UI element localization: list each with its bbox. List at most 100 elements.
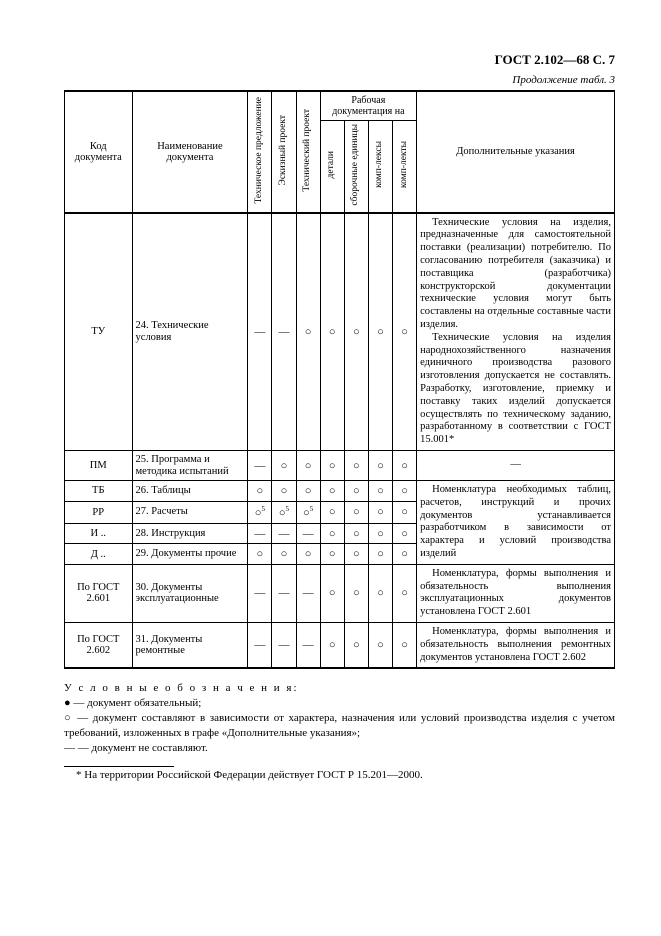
cell-name: 25. Программа и методика испытаний (132, 451, 248, 481)
cell-sym (368, 544, 392, 565)
cell-code: ТУ (65, 213, 133, 451)
cell-sym (344, 523, 368, 543)
cell-notes: Номенклатура, формы выполнения и обязате… (417, 564, 615, 622)
col-v7: комп-лекты (392, 121, 416, 213)
cell-sym (344, 501, 368, 523)
cell-sym (368, 213, 392, 451)
cell-sym (296, 481, 320, 501)
col-v4: детали (320, 121, 344, 213)
cell-sym (392, 623, 416, 669)
cell-sym (296, 544, 320, 565)
cell-sym (272, 481, 296, 501)
cell-sym (368, 623, 392, 669)
cell-sym (272, 544, 296, 565)
cell-sym (392, 213, 416, 451)
cell-sym (272, 451, 296, 481)
cell-sym (320, 213, 344, 451)
cell-code: По ГОСТ 2.602 (65, 623, 133, 669)
cell-notes-merged: Номенклатура необходимых таблиц, расчето… (417, 481, 615, 565)
cell-sym (344, 213, 368, 451)
cell-sym (344, 544, 368, 565)
cell-sym (272, 523, 296, 543)
cell-sym: 5 (296, 501, 320, 523)
cell-sym: 5 (272, 501, 296, 523)
cell-sym (368, 451, 392, 481)
cell-sym (248, 451, 272, 481)
legend-title: У с л о в н ы е о б о з н а ч е н и я: (64, 682, 299, 694)
cell-sym (344, 623, 368, 669)
cell-sym (392, 481, 416, 501)
col-v1: Техническое предложение (248, 91, 272, 213)
cell-sym (320, 544, 344, 565)
cell-name: 24. Технические условия (132, 213, 248, 451)
table-row: ТБ26. ТаблицыНоменклатура необходимых та… (65, 481, 615, 501)
cell-sym (248, 623, 272, 669)
cell-sym: 5 (248, 501, 272, 523)
cell-code: ТБ (65, 481, 133, 501)
cell-sym (320, 501, 344, 523)
cell-sym (272, 623, 296, 669)
footnote: * На территории Российской Федерации дей… (76, 769, 615, 781)
col-v6: комп-лексы (368, 121, 392, 213)
cell-sym (248, 564, 272, 622)
cell-sym (392, 501, 416, 523)
page-header: ГОСТ 2.102—68 С. 7 (64, 52, 615, 68)
col-group: Рабочая документация на (320, 91, 416, 121)
cell-sym (320, 623, 344, 669)
cell-code: Д .. (65, 544, 133, 565)
cell-notes: Номенклатура, формы выполнения и обязате… (417, 623, 615, 669)
table-row: По ГОСТ 2.60231. Документы ремонтные Номе… (65, 623, 615, 669)
legend-line-3: — — документ не составляют. (64, 742, 208, 754)
cell-sym (248, 523, 272, 543)
cell-code: ПМ (65, 451, 133, 481)
cell-sym (248, 544, 272, 565)
cell-notes: Технические условия на изделия, предназн… (417, 213, 615, 451)
footnote-rule (64, 766, 174, 767)
cell-name: 26. Таблицы (132, 481, 248, 501)
cell-sym (320, 523, 344, 543)
cell-sym (392, 523, 416, 543)
cell-sym (320, 451, 344, 481)
col-v2: Эскизный проект (272, 91, 296, 213)
col-name: Наименование документа (132, 91, 248, 213)
legend-line-1: ● — документ обязательный; (64, 697, 201, 709)
cell-notes: — (417, 451, 615, 481)
table-row: По ГОСТ 2.60130. Документы эксплуатацион… (65, 564, 615, 622)
cell-sym (392, 451, 416, 481)
cell-sym (320, 564, 344, 622)
cell-name: 28. Инструкция (132, 523, 248, 543)
cell-name: 29. Документы прочие (132, 544, 248, 565)
table-row: ТУ24. Технические условия Технические усл… (65, 213, 615, 451)
cell-sym (296, 623, 320, 669)
cell-name: 31. Документы ремонтные (132, 623, 248, 669)
legend-line-2: ○ — документ составляют в зависимости от… (64, 712, 615, 739)
cell-sym (296, 564, 320, 622)
col-notes: Дополнительные указания (417, 91, 615, 213)
cell-code: По ГОСТ 2.601 (65, 564, 133, 622)
col-v3: Технический проект (296, 91, 320, 213)
cell-sym (272, 213, 296, 451)
cell-sym (368, 501, 392, 523)
col-code: Код документа (65, 91, 133, 213)
legend: У с л о в н ы е о б о з н а ч е н и я: ●… (64, 681, 615, 755)
cell-sym (344, 481, 368, 501)
cell-sym (392, 564, 416, 622)
cell-sym (368, 481, 392, 501)
cell-sym (272, 564, 296, 622)
table-row: ПМ25. Программа и методика испытаний — (65, 451, 615, 481)
cell-code: РР (65, 501, 133, 523)
cell-sym (296, 523, 320, 543)
cell-code: И .. (65, 523, 133, 543)
cell-sym (248, 481, 272, 501)
cell-sym (344, 451, 368, 481)
documents-table: Код документа Наименование документа Тех… (64, 90, 615, 669)
cell-name: 30. Документы эксплуатационные (132, 564, 248, 622)
cell-sym (320, 481, 344, 501)
cell-sym (296, 451, 320, 481)
cell-sym (248, 213, 272, 451)
cell-sym (296, 213, 320, 451)
col-v5: сборочные единицы (344, 121, 368, 213)
cell-sym (344, 564, 368, 622)
cell-sym (392, 544, 416, 565)
cell-sym (368, 523, 392, 543)
